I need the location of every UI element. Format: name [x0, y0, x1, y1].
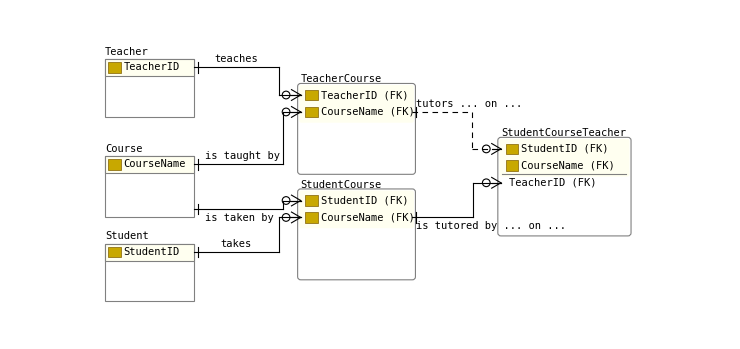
Bar: [306, 106, 317, 117]
Text: TeacherID (FK): TeacherID (FK): [508, 178, 596, 188]
Bar: [108, 62, 121, 73]
Text: StudentID (FK): StudentID (FK): [521, 144, 608, 154]
Bar: [105, 156, 194, 217]
Text: StudentCourse: StudentCourse: [300, 180, 382, 190]
Text: is tutored by ... on ...: is tutored by ... on ...: [416, 221, 566, 231]
Bar: [505, 143, 518, 154]
Text: tutors ... on ...: tutors ... on ...: [416, 99, 522, 109]
FancyBboxPatch shape: [500, 139, 630, 177]
Bar: [306, 195, 317, 206]
Bar: [306, 212, 317, 223]
FancyBboxPatch shape: [297, 189, 415, 280]
FancyBboxPatch shape: [299, 85, 414, 123]
Text: CourseName: CourseName: [124, 159, 186, 169]
Text: CourseName (FK): CourseName (FK): [320, 107, 414, 117]
FancyBboxPatch shape: [299, 191, 414, 228]
Text: CourseName (FK): CourseName (FK): [320, 213, 414, 222]
Bar: [105, 156, 194, 173]
Bar: [105, 244, 194, 261]
Text: StudentID (FK): StudentID (FK): [320, 195, 408, 206]
Bar: [105, 244, 194, 302]
Bar: [108, 159, 121, 170]
Text: Course: Course: [105, 143, 143, 154]
Text: TeacherID: TeacherID: [124, 62, 180, 72]
Text: teaches: teaches: [215, 54, 258, 64]
Text: takes: takes: [221, 239, 252, 249]
FancyBboxPatch shape: [498, 138, 631, 236]
Bar: [505, 161, 518, 171]
Bar: [108, 247, 121, 258]
Bar: [105, 59, 194, 76]
Text: Student: Student: [105, 231, 149, 241]
Text: StudentCourseTeacher: StudentCourseTeacher: [501, 128, 626, 138]
Text: Teacher: Teacher: [105, 46, 149, 57]
Bar: [105, 59, 194, 117]
FancyBboxPatch shape: [297, 83, 415, 174]
Bar: [306, 90, 317, 101]
Text: TeacherCourse: TeacherCourse: [300, 74, 382, 84]
Text: TeacherID (FK): TeacherID (FK): [320, 90, 408, 100]
Text: CourseName (FK): CourseName (FK): [521, 161, 615, 171]
Text: is taken by: is taken by: [205, 213, 274, 223]
Text: is taught by: is taught by: [205, 151, 280, 161]
Text: StudentID: StudentID: [124, 247, 180, 257]
